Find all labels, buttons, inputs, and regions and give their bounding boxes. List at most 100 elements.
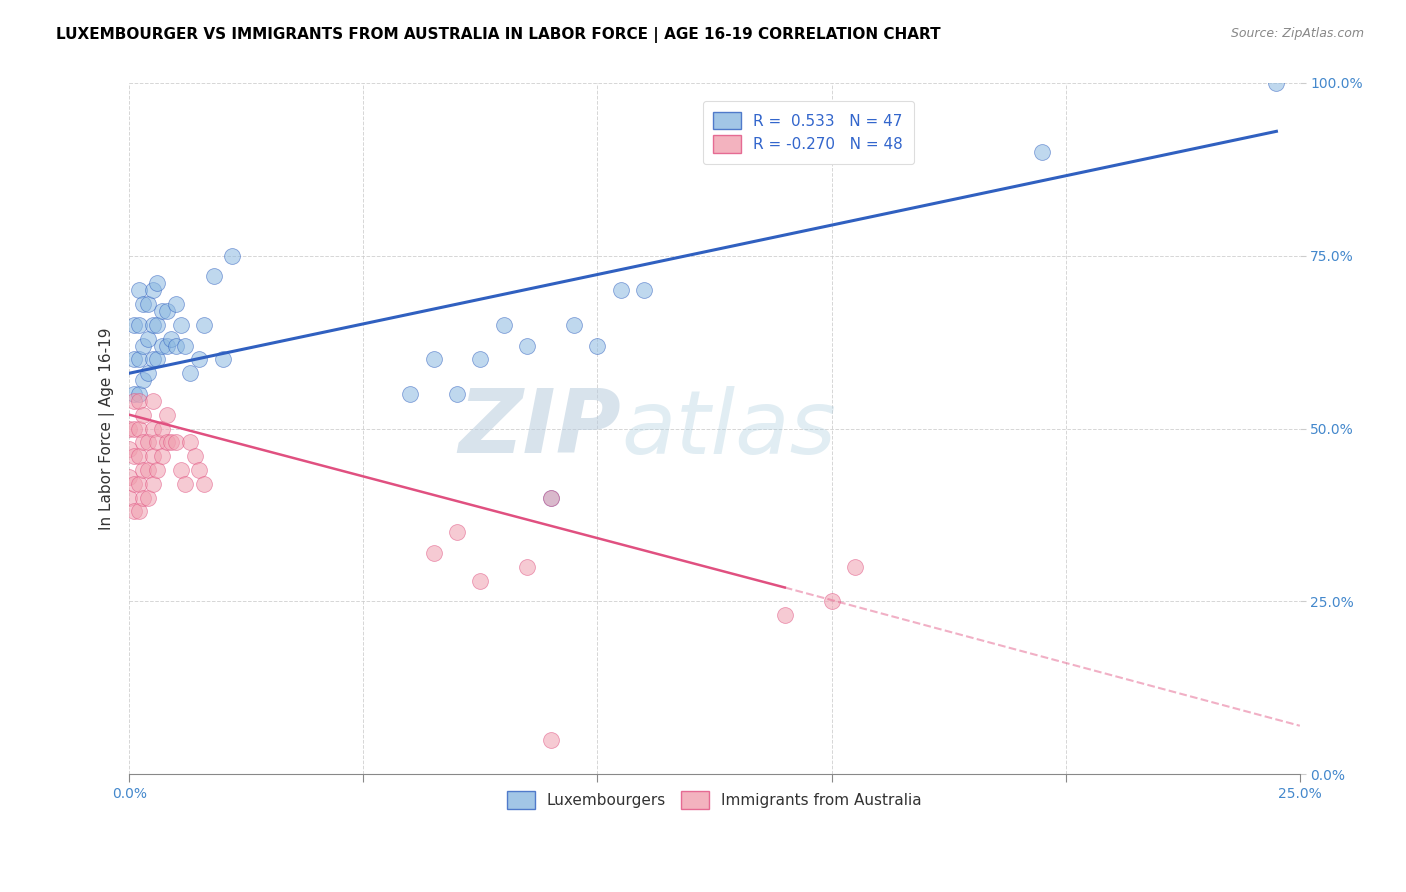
Point — [142, 352, 165, 367]
Point — [122, 504, 145, 518]
Point — [122, 352, 145, 367]
Point — [132, 297, 155, 311]
Point — [221, 249, 243, 263]
Point — [446, 525, 468, 540]
Point — [165, 435, 187, 450]
Legend: Luxembourgers, Immigrants from Australia: Luxembourgers, Immigrants from Australia — [501, 785, 928, 815]
Point — [118, 491, 141, 505]
Point — [1265, 76, 1288, 90]
Point — [399, 387, 422, 401]
Point — [128, 476, 150, 491]
Point — [128, 283, 150, 297]
Point — [188, 463, 211, 477]
Y-axis label: In Labor Force | Age 16-19: In Labor Force | Age 16-19 — [100, 327, 115, 530]
Point — [540, 491, 562, 505]
Point — [128, 421, 150, 435]
Point — [132, 373, 155, 387]
Point — [184, 449, 207, 463]
Point — [136, 435, 159, 450]
Point — [422, 352, 444, 367]
Point — [212, 352, 235, 367]
Point — [122, 449, 145, 463]
Point — [633, 283, 655, 297]
Point — [136, 491, 159, 505]
Point — [156, 338, 179, 352]
Point — [122, 421, 145, 435]
Point — [160, 332, 183, 346]
Point — [136, 463, 159, 477]
Text: LUXEMBOURGER VS IMMIGRANTS FROM AUSTRALIA IN LABOR FORCE | AGE 16-19 CORRELATION: LUXEMBOURGER VS IMMIGRANTS FROM AUSTRALI… — [56, 27, 941, 43]
Point — [193, 318, 215, 332]
Point — [170, 318, 193, 332]
Point — [170, 463, 193, 477]
Point — [470, 574, 492, 588]
Point — [165, 338, 187, 352]
Point — [146, 352, 169, 367]
Point — [128, 449, 150, 463]
Point — [118, 470, 141, 484]
Point — [132, 491, 155, 505]
Point — [146, 318, 169, 332]
Point — [562, 318, 585, 332]
Point — [844, 559, 866, 574]
Point — [122, 476, 145, 491]
Point — [142, 393, 165, 408]
Point — [142, 449, 165, 463]
Point — [128, 352, 150, 367]
Point — [516, 338, 538, 352]
Text: ZIP: ZIP — [458, 385, 621, 472]
Point — [156, 408, 179, 422]
Point — [128, 318, 150, 332]
Point — [136, 366, 159, 380]
Point — [118, 421, 141, 435]
Point — [142, 421, 165, 435]
Point — [160, 435, 183, 450]
Point — [150, 421, 173, 435]
Point — [540, 732, 562, 747]
Point — [179, 435, 201, 450]
Point — [150, 338, 173, 352]
Point — [122, 318, 145, 332]
Point — [132, 435, 155, 450]
Point — [446, 387, 468, 401]
Point — [128, 393, 150, 408]
Point — [122, 393, 145, 408]
Point — [142, 283, 165, 297]
Point — [146, 435, 169, 450]
Point — [150, 449, 173, 463]
Text: atlas: atlas — [621, 385, 835, 472]
Point — [179, 366, 201, 380]
Point — [122, 387, 145, 401]
Point — [422, 546, 444, 560]
Point — [136, 297, 159, 311]
Point — [156, 435, 179, 450]
Point — [146, 463, 169, 477]
Point — [188, 352, 211, 367]
Text: Source: ZipAtlas.com: Source: ZipAtlas.com — [1230, 27, 1364, 40]
Point — [1031, 145, 1053, 159]
Point — [156, 304, 179, 318]
Point — [118, 442, 141, 457]
Point — [128, 504, 150, 518]
Point — [132, 338, 155, 352]
Point — [165, 297, 187, 311]
Point — [142, 318, 165, 332]
Point — [174, 338, 197, 352]
Point — [202, 269, 225, 284]
Point — [132, 463, 155, 477]
Point — [610, 283, 633, 297]
Point — [150, 304, 173, 318]
Point — [146, 277, 169, 291]
Point — [128, 387, 150, 401]
Point — [136, 332, 159, 346]
Point — [193, 476, 215, 491]
Point — [516, 559, 538, 574]
Point — [492, 318, 515, 332]
Point — [540, 491, 562, 505]
Point — [142, 476, 165, 491]
Point — [820, 594, 842, 608]
Point — [132, 408, 155, 422]
Point — [773, 608, 796, 623]
Point — [586, 338, 609, 352]
Point — [174, 476, 197, 491]
